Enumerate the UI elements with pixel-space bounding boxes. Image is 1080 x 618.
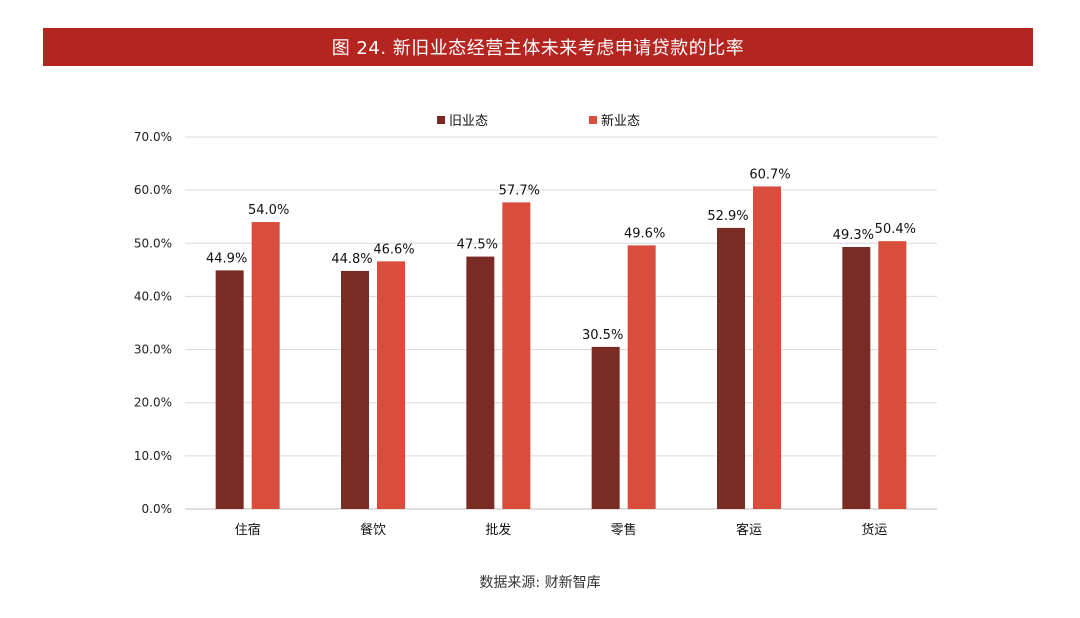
y-tick-label: 70.0%	[134, 130, 172, 144]
data-label: 50.4%	[875, 222, 916, 237]
y-tick-label: 40.0%	[134, 289, 172, 303]
chart-title: 图 24. 新旧业态经营主体未来考虑申请贷款的比率	[331, 38, 745, 59]
y-tick-label: 30.0%	[134, 343, 172, 357]
data-label: 49.3%	[833, 228, 874, 243]
bar-new-5	[878, 241, 907, 509]
data-label: 57.7%	[499, 183, 540, 198]
bar-new-2	[502, 202, 531, 509]
bar-new-4	[753, 186, 781, 509]
bar-old-2	[466, 256, 495, 509]
y-tick-label: 10.0%	[134, 449, 172, 463]
category-label: 批发	[485, 522, 511, 538]
data-label: 54.0%	[248, 203, 289, 218]
title-banner: 图 24. 新旧业态经营主体未来考虑申请贷款的比率	[43, 28, 1033, 66]
legend-swatch	[589, 116, 597, 124]
bar-new-1	[377, 261, 405, 509]
bar-old-5	[842, 247, 871, 509]
data-label: 47.5%	[457, 238, 498, 253]
source-note: 数据来源: 财新智库	[479, 575, 601, 591]
data-labels: 44.9% 54.0% 44.8%46.6% 47.5% 57.7% 30.5% 49.6%…	[206, 167, 916, 342]
data-label: 44.9%	[206, 251, 247, 266]
y-tick-label: 20.0%	[134, 396, 172, 410]
y-axis: 0.0% 10.0% 20.0% 30.0% 40.0% 50.0% 60.0% 70.0%	[134, 130, 172, 516]
legend: 旧业态 新业态	[437, 113, 640, 129]
data-label: 52.9%	[707, 209, 748, 224]
y-tick-label: 0.0%	[142, 502, 173, 516]
x-axis: 住宿 餐饮 批发 零售 客运 货运	[235, 522, 888, 538]
bar-old-1	[341, 270, 369, 509]
category-label: 零售	[611, 522, 637, 538]
bar-old-0	[215, 270, 244, 509]
legend-label: 新业态	[601, 113, 640, 129]
category-label: 餐饮	[360, 522, 386, 538]
category-label: 货运	[861, 522, 887, 538]
data-label: 49.6%	[624, 226, 665, 241]
data-label: 44.8%	[331, 252, 372, 267]
data-label: 60.7%	[749, 167, 790, 182]
category-label: 住宿	[235, 522, 261, 538]
bar-old-4	[717, 227, 745, 510]
data-label: 46.6%	[373, 242, 414, 257]
legend-swatch	[437, 116, 445, 124]
category-label: 客运	[736, 522, 762, 538]
y-tick-label: 50.0%	[134, 236, 172, 250]
bars	[215, 186, 907, 510]
bar-old-3	[591, 346, 620, 509]
gridlines	[185, 136, 937, 510]
y-tick-label: 60.0%	[134, 183, 172, 197]
legend-label: 旧业态	[449, 114, 488, 129]
data-label: 30.5%	[582, 328, 623, 343]
bar-new-0	[251, 222, 280, 509]
bar-new-3	[627, 245, 656, 509]
